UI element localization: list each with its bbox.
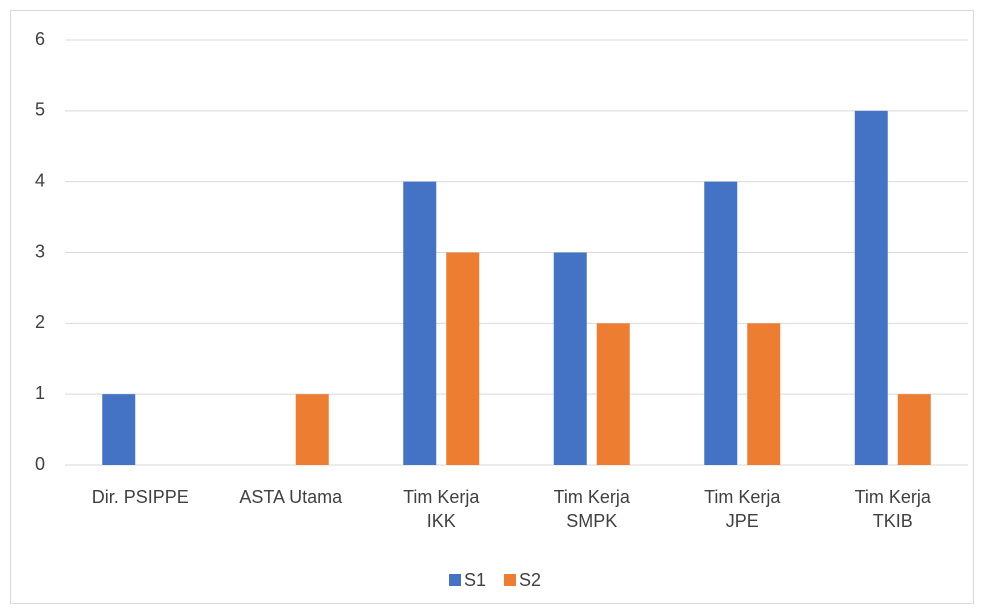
legend-label: S2 <box>519 570 541 590</box>
legend-swatch <box>449 574 461 586</box>
bar <box>596 323 630 465</box>
y-tick-label: 3 <box>35 241 45 261</box>
x-tick-label: Tim Kerja SMPK <box>553 487 630 531</box>
x-tick-label: Tim Kerja TKIB <box>854 487 931 531</box>
x-tick-label: Tim Kerja JPE <box>704 487 781 531</box>
bar <box>704 181 738 465</box>
x-tick-label: Tim Kerja IKK <box>403 487 480 531</box>
x-tick-label: Dir. PSIPPE <box>91 487 189 507</box>
chart-frame <box>10 10 974 604</box>
bar <box>897 394 931 465</box>
bar <box>403 181 437 465</box>
bar <box>747 323 781 465</box>
bar <box>446 252 480 465</box>
bar <box>854 110 888 465</box>
y-tick-label: 1 <box>35 383 45 403</box>
bar <box>295 394 329 465</box>
legend-swatch <box>504 574 516 586</box>
y-tick-label: 0 <box>35 454 45 474</box>
y-tick-label: 4 <box>35 170 45 190</box>
x-tick-label: ASTA Utama <box>239 487 343 507</box>
y-tick-label: 6 <box>35 29 45 49</box>
y-tick-label: 5 <box>35 100 45 120</box>
y-tick-label: 2 <box>35 312 45 332</box>
legend-label: S1 <box>464 570 486 590</box>
bar <box>553 252 587 465</box>
bar <box>102 394 136 465</box>
